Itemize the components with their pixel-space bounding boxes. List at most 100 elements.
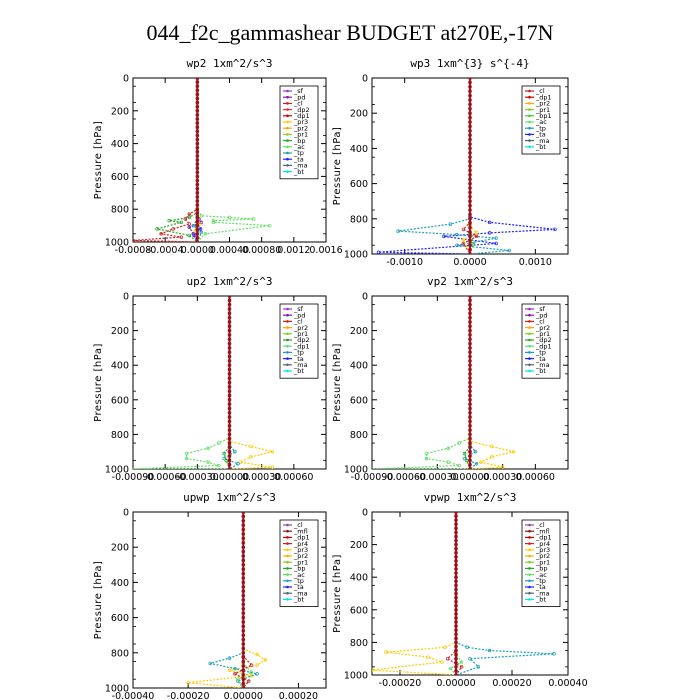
zero-profile-point [195,100,200,105]
zero-profile-point [195,117,200,121]
zero-profile-point [468,462,472,467]
legend-marker [286,363,289,367]
plot-frame [371,511,569,676]
legend-marker [286,567,289,570]
legend-marker [528,89,531,93]
legend-entry: _pd [293,311,306,319]
series-point [507,248,511,253]
x-tick-label: 0.00020 [279,691,318,700]
series-point [224,458,229,463]
x-tick-label: -0.0008 [115,245,152,256]
zero-profile-point [241,567,246,571]
legend-marker [286,313,289,317]
y-axis-label: Pressure [hPa] [93,343,104,422]
zero-profile-point [195,113,200,117]
legend-entry: _bp1 [535,112,552,120]
zero-profile-point [227,441,232,445]
zero-profile-point [454,591,458,596]
series-point [203,232,208,236]
zero-profile-point [241,629,246,633]
zero-profile-point [454,550,458,555]
zero-profile-point [241,554,246,558]
series-point [471,241,476,246]
series-point [426,655,430,659]
zero-profile-point [468,333,472,337]
zero-profile-point [227,398,232,402]
legend-entry: _tp [293,349,304,357]
zero-profile-point [468,449,472,454]
series-point [238,460,242,464]
legend-marker [528,598,531,601]
panel-title: up2 1xm^2/s^3 [186,275,272,288]
series-point [424,456,429,461]
legend-entry: _pr1 [293,131,308,139]
series-point [184,456,189,461]
series-point [448,666,453,671]
zero-profile-point [468,393,472,398]
zero-profile-point [195,174,200,179]
zero-profile-point [241,659,246,664]
zero-profile-point [468,315,472,320]
legend-entry: _sf [535,305,546,313]
zero-profile-point [227,315,232,320]
zero-profile-point [195,137,200,142]
legend-entry: _ta [293,155,304,163]
legend-marker [528,126,531,130]
x-tick-label: -0.0010 [386,257,423,268]
series-point [457,441,461,445]
x-tick-label: 0.0010 [519,257,552,268]
zero-profile-point [454,512,458,514]
y-tick-label: 0 [123,74,129,85]
zero-profile-point [468,195,472,199]
zero-profile-point [454,595,458,600]
zero-profile-point [227,311,232,316]
legend-entry: _cl [293,318,303,326]
legend-marker [286,369,289,373]
series-point [372,668,374,672]
y-tick-label: 800 [350,638,368,649]
zero-profile-point [454,567,458,571]
zero-profile-point [468,441,472,445]
zero-profile-point [227,376,232,380]
series-point [442,234,446,239]
legend-entry: _ma [293,361,308,369]
zero-profile-point [454,534,458,539]
legend-marker [286,591,289,595]
x-tick-label: -0.00060 [383,472,426,483]
zero-profile-point [195,88,200,93]
series-point [494,236,498,240]
zero-profile-point [454,583,458,588]
zero-profile-point [454,608,458,612]
legend-marker [528,102,531,105]
zero-profile-point [227,462,232,467]
legend-entry: _pr3 [293,546,308,554]
legend-entry: _bp [293,565,306,573]
legend-entry: _pr3 [293,118,308,126]
series-point [487,231,492,235]
series-line-2 [398,78,510,254]
zero-profile-point [195,109,200,113]
legend-entry: _pr2 [535,552,550,560]
zero-profile-point [468,380,472,385]
legend-entry: _ma [293,162,308,170]
legend-entry: _bt [535,367,546,375]
legend-entry: _ta [535,131,546,139]
series-point [217,441,221,445]
legend-marker [286,139,289,142]
zero-profile-point [468,419,472,424]
zero-profile-point [227,320,232,324]
legend-entry: _dp1 [293,342,310,350]
series-line-3 [133,78,198,242]
zero-profile-point [241,607,246,611]
zero-profile-point [468,186,472,190]
series-point [227,668,232,673]
series-group [372,296,516,469]
series-point [487,648,492,653]
series-group [186,512,268,688]
zero-profile-point [241,580,246,585]
y-tick-label: 200 [350,109,368,120]
x-tick-label: -0.00040 [112,691,155,700]
zero-profile-point [454,518,458,522]
x-tick-label: 0.00030 [242,472,281,483]
zero-profile-point [468,164,472,168]
